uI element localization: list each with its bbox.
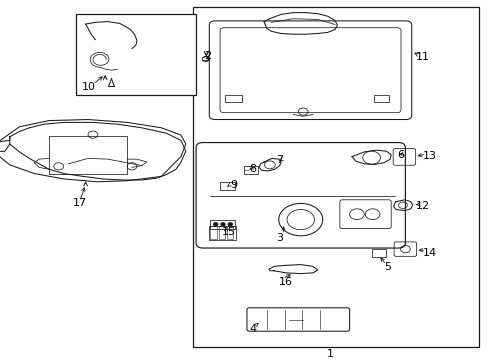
Text: 10: 10 [82, 82, 96, 92]
Bar [226, 226, 233, 239]
Text: 11: 11 [415, 51, 429, 62]
Text: 8: 8 [249, 164, 256, 174]
Bar [209, 226, 236, 240]
Text: 3: 3 [276, 233, 283, 243]
Bar [210, 220, 234, 229]
Text: 1: 1 [326, 348, 333, 359]
Text: 15: 15 [222, 227, 236, 237]
Text: 5: 5 [383, 262, 390, 272]
Bar [243, 166, 258, 174]
Bar [193, 7, 478, 347]
Text: 13: 13 [422, 150, 436, 161]
Text: 4: 4 [249, 324, 256, 334]
Bar [224, 95, 242, 102]
Bar [373, 95, 388, 102]
Text: 7: 7 [276, 155, 283, 165]
Text: 16: 16 [278, 276, 292, 287]
Text: 12: 12 [415, 201, 429, 211]
Text: 2: 2 [204, 51, 211, 61]
Bar [210, 226, 216, 239]
Circle shape [221, 223, 224, 226]
Bar [218, 226, 224, 239]
Text: 17: 17 [72, 198, 86, 208]
Text: 9: 9 [229, 180, 237, 190]
Text: 6: 6 [396, 150, 403, 160]
Bar [49, 136, 127, 174]
Bar [371, 249, 386, 257]
Circle shape [213, 223, 217, 226]
Text: 14: 14 [422, 248, 436, 258]
Bar [220, 182, 234, 190]
Circle shape [228, 223, 232, 226]
Bar [76, 14, 195, 95]
